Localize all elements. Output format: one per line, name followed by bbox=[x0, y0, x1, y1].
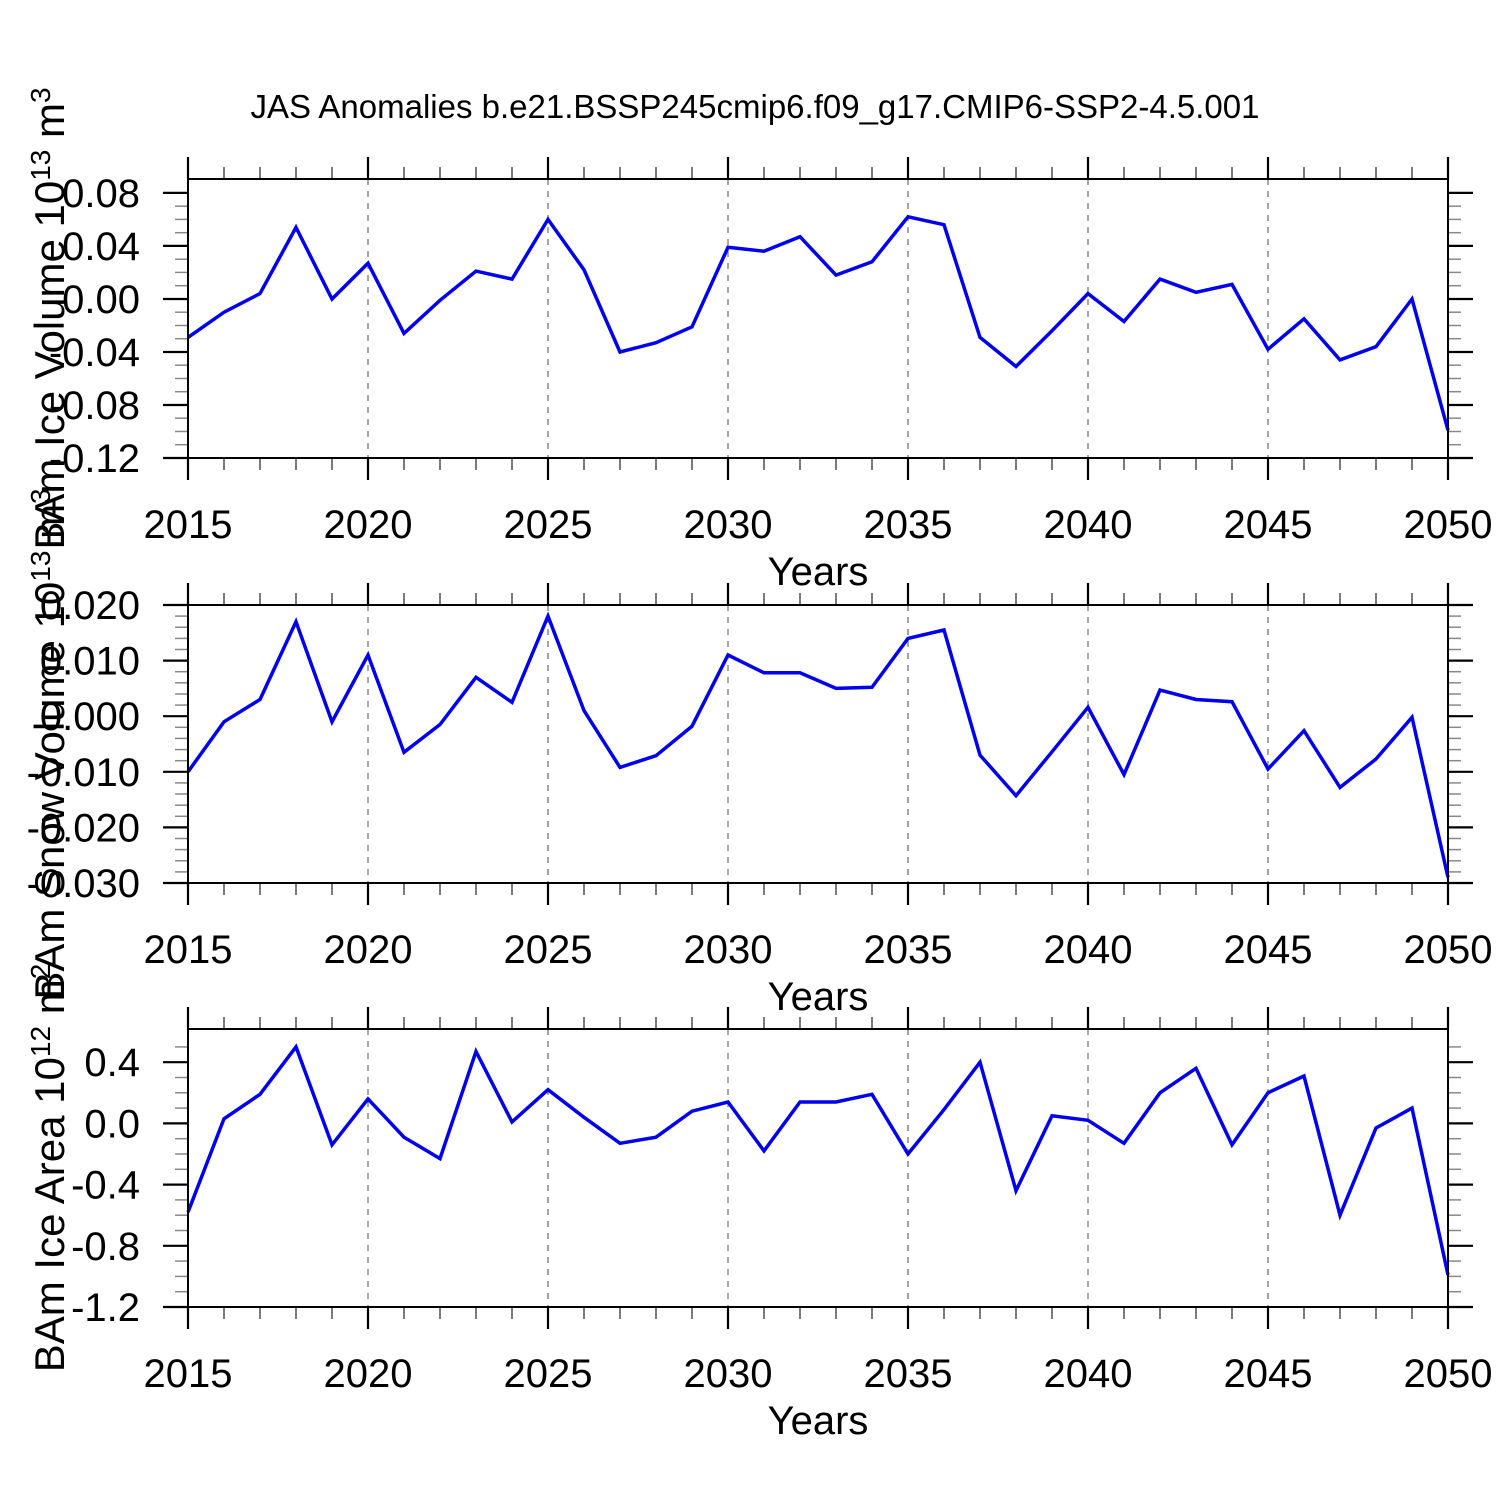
y-tick-label: -0.04 bbox=[49, 331, 140, 375]
y-axis-title: BAm Ice Area 1012 m2 bbox=[25, 964, 73, 1373]
x-tick-label: 2015 bbox=[144, 928, 233, 972]
y-tick-label: 0.010 bbox=[40, 640, 140, 684]
x-tick-label: 2040 bbox=[1044, 1352, 1133, 1396]
x-tick-label: 2030 bbox=[684, 1352, 773, 1396]
x-tick-label: 2025 bbox=[504, 1352, 593, 1396]
x-tick-label: 2035 bbox=[864, 928, 953, 972]
x-tick-label: 2035 bbox=[864, 503, 953, 547]
x-tick-label: 2025 bbox=[504, 503, 593, 547]
x-tick-label: 2050 bbox=[1404, 928, 1493, 972]
y-tick-label: 0.0 bbox=[84, 1102, 140, 1146]
plot-frame bbox=[187, 604, 1449, 884]
x-tick-label: 2030 bbox=[684, 503, 773, 547]
y-tick-label: 0.04 bbox=[62, 225, 140, 269]
y-axis-title: BAm Ice Volume 1013 m3 bbox=[25, 87, 73, 549]
x-tick-label: 2035 bbox=[864, 1352, 953, 1396]
x-axis-title: Years bbox=[768, 975, 869, 1019]
y-tick-label: -0.12 bbox=[49, 437, 140, 481]
y-tick-label: -0.08 bbox=[49, 384, 140, 428]
y-tick-label: 0.00 bbox=[62, 278, 140, 322]
x-tick-label: 2050 bbox=[1404, 1352, 1493, 1396]
plot-frame bbox=[187, 178, 1449, 459]
x-tick-label: 2015 bbox=[144, 1352, 233, 1396]
x-tick-label: 2020 bbox=[324, 928, 413, 972]
y-tick-label: 0.000 bbox=[40, 695, 140, 739]
data-line-bam-ice-area bbox=[186, 1043, 1450, 1276]
y-tick-label: -0.020 bbox=[27, 806, 140, 850]
y-tick-label: -1.2 bbox=[71, 1286, 140, 1330]
x-tick-label: 2025 bbox=[504, 928, 593, 972]
x-axis-title: Years bbox=[768, 1399, 869, 1443]
x-tick-label: 2040 bbox=[1044, 928, 1133, 972]
y-tick-label: -0.4 bbox=[71, 1164, 140, 1208]
x-tick-label: 2020 bbox=[324, 1352, 413, 1396]
x-tick-label: 2015 bbox=[144, 503, 233, 547]
x-tick-label: 2050 bbox=[1404, 503, 1493, 547]
y-tick-label: -0.010 bbox=[27, 751, 140, 795]
y-tick-label: -0.030 bbox=[27, 862, 140, 906]
x-tick-label: 2045 bbox=[1224, 503, 1313, 547]
x-tick-label: 2045 bbox=[1224, 928, 1313, 972]
y-tick-label: 0.020 bbox=[40, 584, 140, 628]
x-tick-label: 2045 bbox=[1224, 1352, 1313, 1396]
x-axis-title: Years bbox=[768, 550, 869, 594]
plot-frame bbox=[187, 1028, 1449, 1308]
x-tick-label: 2020 bbox=[324, 503, 413, 547]
y-tick-label: 0.4 bbox=[84, 1041, 140, 1085]
figure-title: JAS Anomalies b.e21.BSSP245cmip6.f09_g17… bbox=[251, 88, 1260, 125]
data-line-bam-snow-volume bbox=[186, 611, 1450, 878]
x-tick-label: 2040 bbox=[1044, 503, 1133, 547]
x-tick-label: 2030 bbox=[684, 928, 773, 972]
y-tick-label: -0.8 bbox=[71, 1225, 140, 1269]
y-tick-label: 0.08 bbox=[62, 172, 140, 216]
y-axis-title: BAm Snow Volume 1013 m3 bbox=[25, 488, 73, 999]
data-line-bam-ice-volume bbox=[186, 214, 1450, 431]
